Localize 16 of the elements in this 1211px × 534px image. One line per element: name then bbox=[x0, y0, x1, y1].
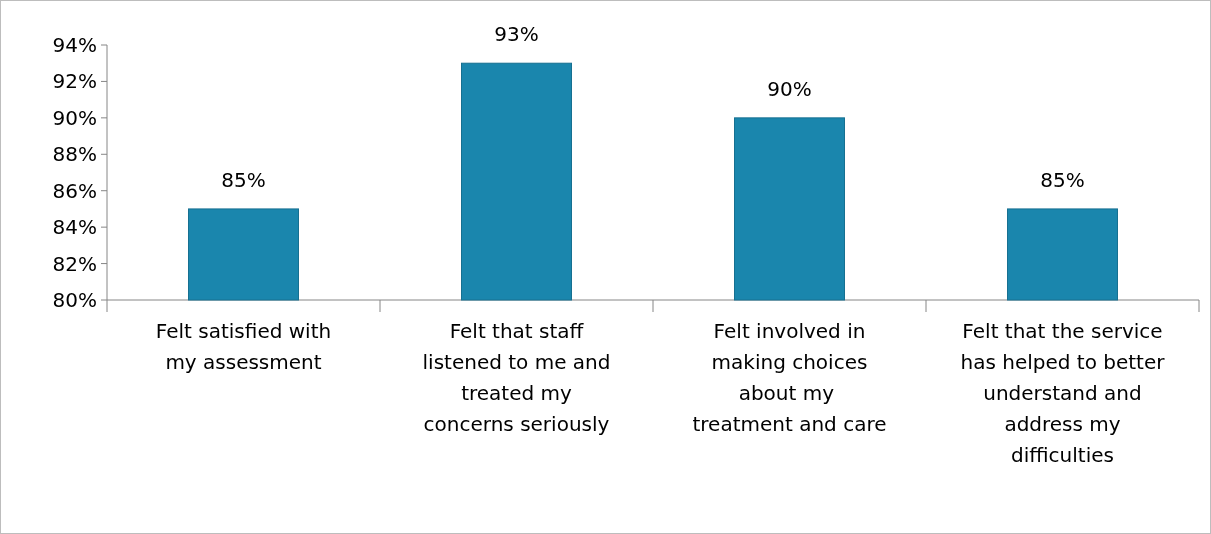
data-label: 85% bbox=[221, 167, 266, 192]
data-label: 93% bbox=[494, 22, 539, 47]
x-tick-label: Felt involved in making choices about my treatment and care bbox=[692, 319, 887, 436]
y-tick-label: 84% bbox=[52, 215, 97, 240]
y-tick-label: 92% bbox=[52, 69, 97, 94]
y-tick-label: 82% bbox=[52, 251, 97, 276]
x-tick-label: Felt that staff listened to me and treated my concerns seriously bbox=[422, 319, 611, 436]
y-tick-label: 94% bbox=[52, 33, 97, 57]
y-tick-label: 88% bbox=[52, 142, 97, 167]
x-tick-label: Felt that the service has helped to better understand and address my difficulties bbox=[960, 319, 1166, 467]
y-tick-label: 80% bbox=[52, 288, 97, 312]
data-label: 85% bbox=[1040, 167, 1085, 192]
y-tick-label: 90% bbox=[52, 105, 97, 130]
data-label: 90% bbox=[767, 76, 812, 101]
x-tick-label: Felt satisfied with my assessment bbox=[155, 319, 332, 374]
y-tick-label: 86% bbox=[52, 178, 97, 203]
